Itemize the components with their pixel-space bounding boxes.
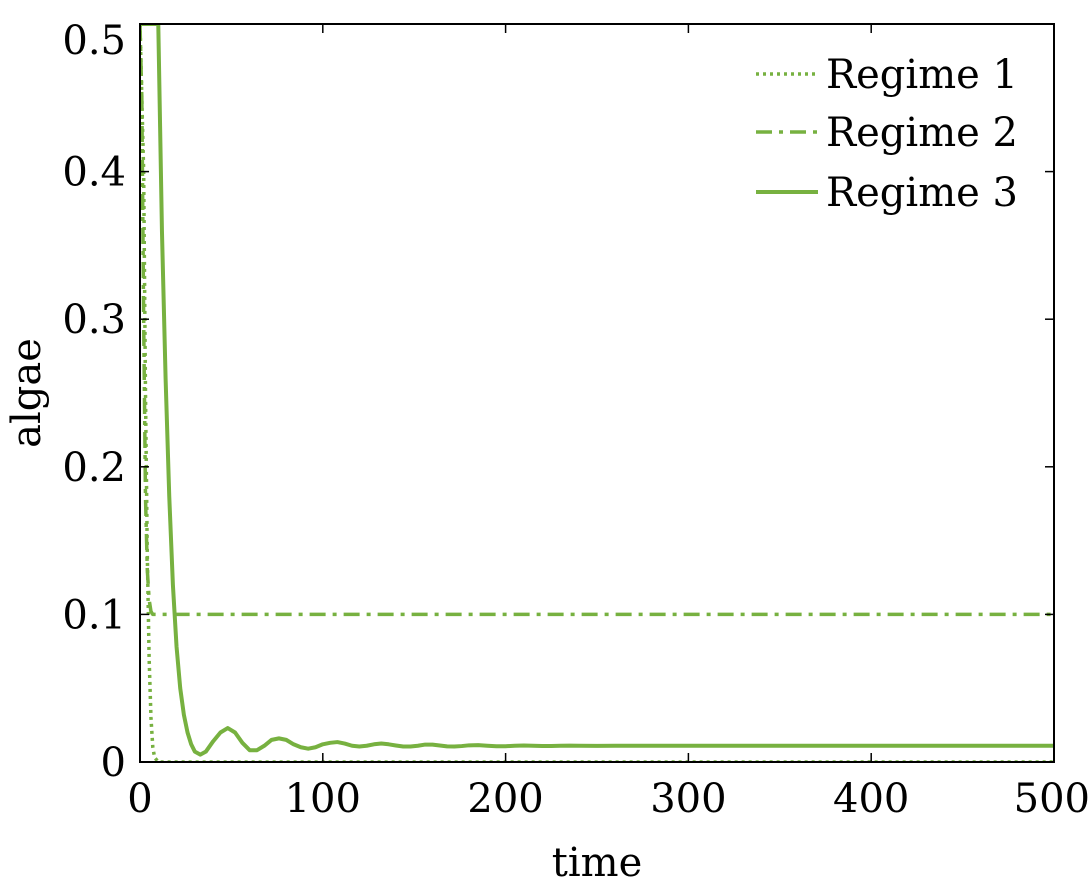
legend-label-regime-3: Regime 3 xyxy=(826,170,1018,216)
y-tick-label: 0.3 xyxy=(62,297,126,343)
y-tick-label: 0.1 xyxy=(62,592,126,638)
x-tick-label: 300 xyxy=(650,776,726,822)
series-line-regime-1 xyxy=(140,24,1054,762)
series-line-regime-3 xyxy=(140,24,1054,757)
legend-label-regime-2: Regime 2 xyxy=(826,110,1018,156)
x-tick-label: 200 xyxy=(467,776,543,822)
legend-label-regime-1: Regime 1 xyxy=(826,52,1018,98)
x-tick-label: 0 xyxy=(127,776,152,822)
x-axis-label: time xyxy=(552,840,642,884)
y-tick-label: 0.4 xyxy=(62,150,126,196)
y-tick-label: 0.5 xyxy=(62,18,126,64)
x-tick-label: 400 xyxy=(833,776,909,822)
ticks-layer: 0 100 200 300 400 500 0 0.1 0.2 0.3 0.4 0.5 xyxy=(62,18,1090,822)
y-tick-label: 0.2 xyxy=(62,445,126,491)
plot-frame xyxy=(139,23,1055,763)
legend: Regime 1 Regime 2 Regime 3 xyxy=(756,52,1018,216)
y-axis-label: algae xyxy=(4,338,50,448)
y-tick-label: 0 xyxy=(101,740,126,786)
x-tick-label: 500 xyxy=(1014,776,1090,822)
x-tick-label: 100 xyxy=(285,776,361,822)
